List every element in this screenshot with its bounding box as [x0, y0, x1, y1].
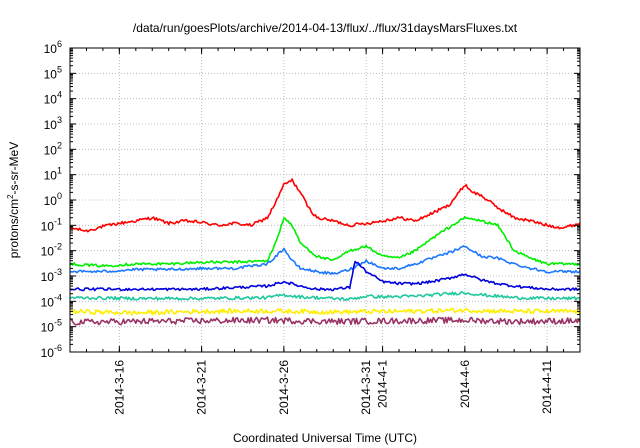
y-tick-base: 10 [41, 270, 55, 284]
axis-ticks [69, 47, 581, 353]
x-axis-label: Coordinated Universal Time (UTC) [233, 431, 417, 445]
y-tick-base: 10 [41, 245, 55, 259]
y-axis-label: protons/cm2-s-sr-MeV [6, 142, 21, 258]
y-tick-label: 104 [44, 90, 62, 107]
y-tick-base: 10 [44, 143, 58, 157]
y-tick-exponent: -5 [54, 318, 62, 328]
y-tick-label: 100 [44, 191, 62, 208]
y-tick-base: 10 [41, 346, 55, 360]
y-tick-label: 106 [44, 39, 62, 56]
y-tick-label: 102 [44, 140, 62, 157]
y-tick-exponent: 4 [57, 90, 62, 100]
grid [70, 48, 580, 352]
x-tick-label: 2014-3-26 [277, 360, 291, 415]
y-tick-labels: 10-610-510-410-310-210-11001011021031041… [41, 39, 62, 360]
y-tick-exponent: -2 [54, 242, 62, 252]
y-tick-label: 10-1 [41, 216, 62, 233]
chart-title: /data/run/goesPlots/archive/2014-04-13/f… [133, 21, 518, 35]
series-line-7 [69, 316, 581, 326]
y-tick-label: 10-2 [41, 242, 62, 259]
y-tick-exponent: 6 [57, 39, 62, 49]
x-tick-label: 2014-3-16 [112, 360, 126, 415]
y-tick-base: 10 [44, 93, 58, 107]
x-tick-label: 2014-4-6 [458, 360, 472, 408]
y-tick-exponent: 5 [57, 64, 62, 74]
y-tick-label: 10-5 [41, 318, 62, 335]
y-tick-label: 105 [44, 64, 62, 81]
y-tick-label: 10-4 [41, 292, 62, 309]
y-tick-exponent: 1 [57, 166, 62, 176]
y-tick-base: 10 [41, 219, 55, 233]
y-tick-label: 101 [44, 166, 62, 183]
y-tick-exponent: 2 [57, 140, 62, 150]
y-tick-base: 10 [41, 321, 55, 335]
series-line-3 [69, 245, 581, 276]
x-tick-label: 2014-3-21 [195, 360, 209, 415]
series-lines [69, 178, 581, 326]
y-tick-label: 10-6 [41, 343, 62, 360]
x-tick-labels: 2014-3-16 2014-3-21 2014-3-26 2014-3-31 2014… [112, 360, 554, 415]
series-line-1 [69, 178, 581, 233]
y-tick-label: 103 [44, 115, 62, 132]
x-tick-label: 2014-4-1 [376, 360, 390, 408]
y-tick-exponent: -1 [54, 216, 62, 226]
y-tick-base: 10 [44, 67, 58, 81]
y-tick-base: 10 [44, 169, 58, 183]
x-tick-label: 2014-4-11 [540, 360, 554, 414]
y-tick-exponent: -4 [54, 292, 62, 302]
y-tick-base: 10 [44, 42, 58, 56]
y-axis-label-main: protons/cm [7, 199, 21, 258]
y-tick-exponent: -3 [54, 267, 62, 277]
series-line-6 [69, 307, 581, 316]
y-tick-exponent: 3 [57, 115, 62, 125]
y-tick-exponent: -6 [54, 343, 62, 353]
y-tick-exponent: 0 [57, 191, 62, 201]
y-axis-label-unit: -s-sr-MeV [7, 142, 21, 195]
y-tick-label: 10-3 [41, 267, 62, 284]
series-line-4 [69, 260, 581, 292]
y-tick-base: 10 [44, 194, 58, 208]
x-tick-label: 2014-3-31 [359, 360, 373, 415]
y-tick-base: 10 [44, 118, 58, 132]
series-line-2 [69, 215, 581, 268]
y-tick-base: 10 [41, 295, 55, 309]
y-axis-label-superscript: 2 [6, 194, 15, 199]
series-line-5 [69, 291, 581, 301]
